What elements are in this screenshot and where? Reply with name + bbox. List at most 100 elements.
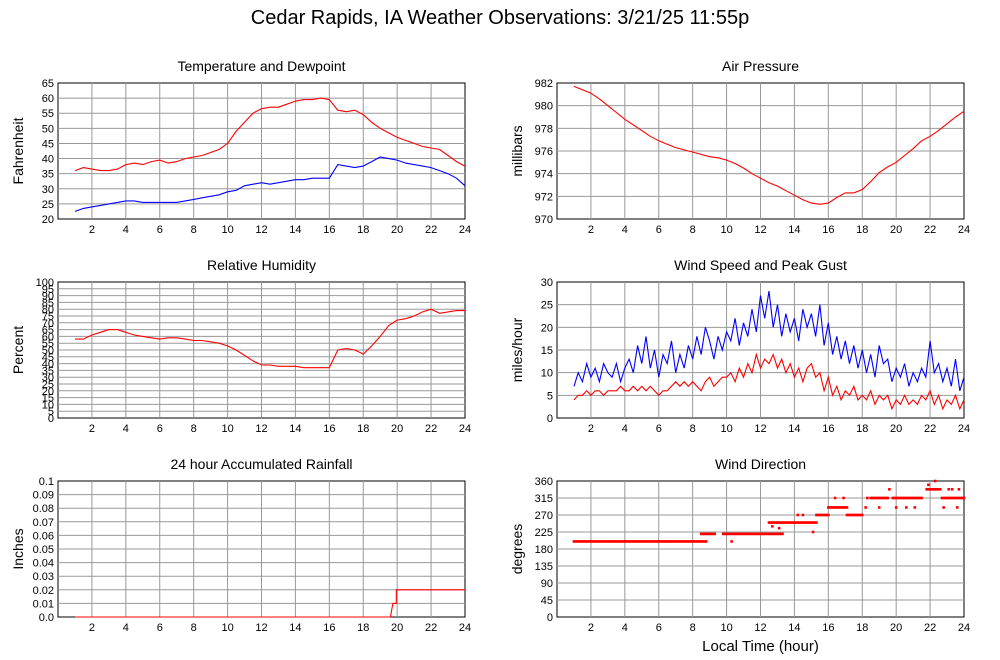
direction-point — [908, 496, 912, 500]
direction-point — [647, 540, 650, 543]
direction-point — [771, 525, 774, 528]
direction-point — [574, 540, 577, 543]
y-axis-label: Percent — [10, 326, 26, 374]
direction-point — [918, 496, 922, 500]
direction-point — [760, 532, 764, 536]
direction-point — [940, 496, 944, 500]
direction-point — [894, 506, 898, 509]
x-tick-label: 20 — [890, 423, 902, 435]
direction-point — [737, 532, 740, 536]
direction-point — [584, 540, 588, 543]
direction-point — [710, 532, 713, 536]
direction-point — [696, 540, 700, 543]
direction-point — [620, 540, 623, 543]
direction-point — [777, 526, 781, 530]
y-axis-label: Fahrenheit — [10, 117, 26, 184]
direction-point — [633, 540, 637, 543]
direction-point — [589, 540, 593, 543]
direction-point — [833, 506, 837, 509]
y-tick-label: 15 — [541, 345, 553, 357]
direction-point — [701, 540, 705, 543]
direction-point — [950, 496, 954, 500]
direction-point — [928, 488, 932, 491]
x-tick-label: 10 — [221, 224, 233, 236]
y-tick-label: 65 — [42, 325, 54, 337]
x-tick-label: 24 — [459, 622, 471, 634]
y-tick-label: 30 — [42, 372, 54, 384]
x-tick-label: 4 — [123, 622, 129, 634]
y-tick-label: 30 — [42, 184, 54, 196]
series-line-1 — [74, 156, 466, 212]
direction-point — [877, 496, 881, 500]
direction-point — [816, 513, 820, 517]
direction-point — [626, 540, 630, 543]
direction-point — [772, 521, 776, 524]
direction-point — [777, 521, 781, 524]
direction-point — [611, 540, 615, 543]
direction-point — [676, 540, 679, 543]
direction-point — [652, 540, 655, 543]
x-tick-label: 8 — [191, 622, 197, 634]
x-tick-label: 6 — [157, 423, 163, 435]
x-tick-label: 16 — [323, 622, 335, 634]
direction-point — [801, 521, 805, 524]
direction-point — [687, 540, 691, 543]
y-axis-label: millibars — [509, 125, 525, 176]
direction-point — [955, 506, 959, 509]
y-tick-label: 90 — [541, 578, 553, 590]
direction-point — [665, 540, 669, 543]
direction-point — [788, 521, 791, 524]
direction-point — [835, 506, 839, 509]
x-tick-label: 20 — [391, 423, 403, 435]
y-tick-label: 95 — [42, 284, 54, 296]
direction-point — [691, 540, 694, 543]
y-tick-label: 315 — [535, 493, 553, 505]
direction-point — [813, 521, 817, 524]
direction-point — [893, 496, 896, 500]
direction-point — [804, 521, 808, 524]
direction-point — [947, 496, 951, 500]
direction-point — [796, 513, 800, 517]
direction-point — [769, 532, 772, 536]
direction-point — [906, 496, 910, 500]
direction-point — [591, 540, 594, 543]
x-tick-label: 18 — [856, 423, 868, 435]
x-tick-label: 16 — [822, 423, 834, 435]
direction-point — [643, 540, 647, 543]
direction-point — [660, 540, 664, 543]
x-tick-label: 2 — [89, 224, 95, 236]
x-tick-label: 20 — [391, 224, 403, 236]
direction-point — [959, 496, 962, 500]
direction-point — [779, 532, 783, 536]
direction-point — [833, 496, 837, 500]
direction-point — [961, 496, 964, 500]
direction-point — [938, 488, 942, 491]
direction-point — [635, 540, 639, 543]
direction-point — [655, 540, 659, 543]
y-tick-label: 0.0 — [39, 612, 54, 624]
y-tick-label: 40 — [42, 154, 54, 166]
direction-point — [628, 540, 632, 543]
x-tick-label: 22 — [924, 622, 936, 634]
direction-point — [913, 506, 917, 509]
x-tick-label: 22 — [924, 224, 936, 236]
direction-point — [698, 540, 701, 543]
direction-point — [704, 532, 708, 536]
direction-point — [937, 488, 940, 491]
direction-point — [572, 540, 576, 543]
y-tick-label: 10 — [541, 368, 553, 380]
y-tick-label: 0 — [547, 413, 553, 425]
direction-point — [849, 513, 852, 517]
direction-point — [798, 521, 801, 524]
direction-point — [640, 540, 644, 543]
direction-point — [723, 532, 727, 536]
x-tick-label: 8 — [690, 423, 696, 435]
direction-point — [808, 521, 811, 524]
direction-point — [791, 521, 795, 524]
y-tick-label: 90 — [42, 291, 54, 303]
direction-point — [860, 513, 864, 517]
x-tick-label: 14 — [788, 423, 800, 435]
direction-point — [891, 496, 895, 500]
x-tick-label: 14 — [788, 224, 800, 236]
